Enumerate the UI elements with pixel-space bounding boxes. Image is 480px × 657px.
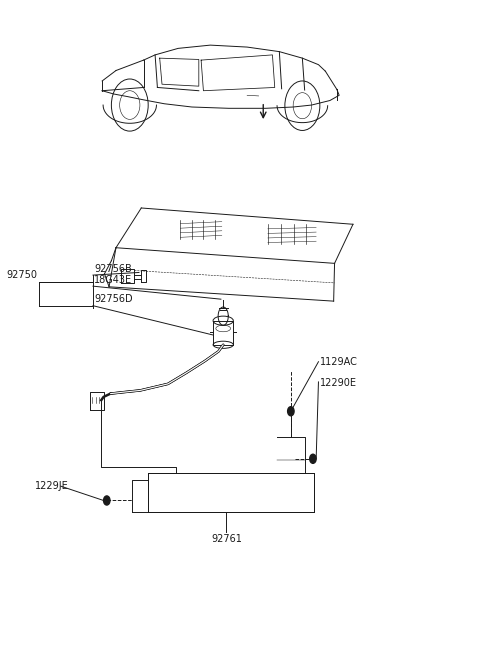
Text: 1229JE: 1229JE	[36, 481, 69, 491]
Circle shape	[310, 454, 316, 463]
Text: 92756D: 92756D	[95, 294, 133, 304]
Text: 92761: 92761	[211, 534, 242, 545]
Text: 1129AC: 1129AC	[320, 357, 358, 367]
Circle shape	[104, 496, 110, 505]
Text: 92750: 92750	[7, 270, 38, 281]
Text: 18G43E: 18G43E	[95, 275, 132, 285]
Text: 12290E: 12290E	[320, 378, 357, 388]
Circle shape	[288, 407, 294, 416]
Text: 92756B: 92756B	[95, 263, 132, 274]
